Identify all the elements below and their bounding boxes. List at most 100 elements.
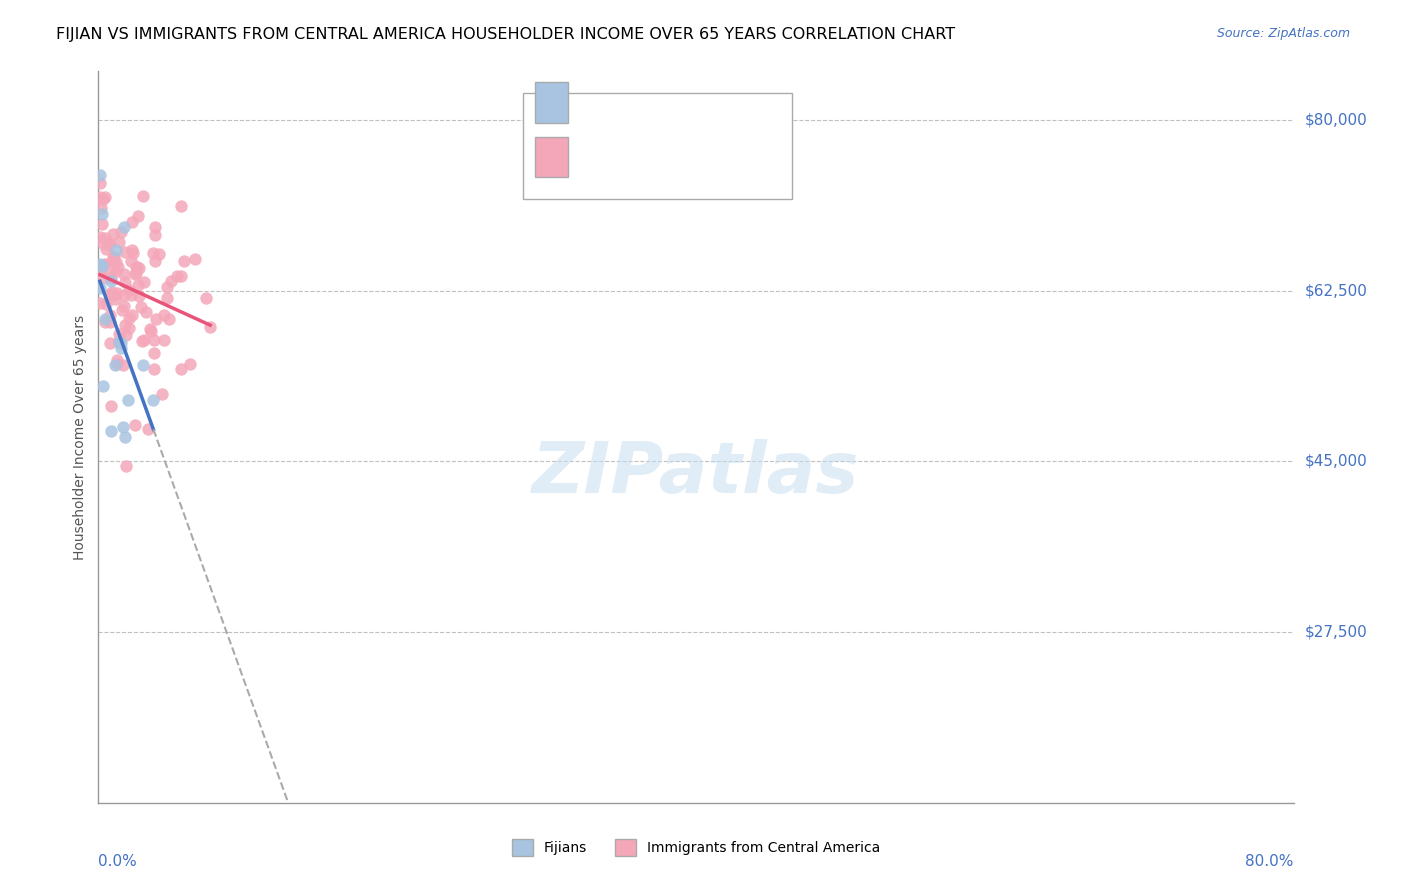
Point — [89, 230, 111, 244]
Point — [150, 387, 173, 401]
Point — [90, 201, 112, 215]
Point — [112, 267, 135, 281]
Text: 0.0%: 0.0% — [98, 854, 138, 869]
Point — [124, 417, 146, 432]
Point — [128, 289, 150, 303]
Text: $80,000: $80,000 — [1305, 112, 1368, 128]
Point — [152, 333, 174, 347]
Point — [143, 254, 166, 268]
Point — [120, 253, 142, 268]
Point — [120, 287, 142, 301]
Point — [89, 296, 111, 310]
Point — [110, 336, 132, 351]
Point — [143, 361, 166, 376]
Point — [100, 274, 122, 288]
Point — [184, 252, 207, 267]
Point — [90, 217, 112, 231]
Point — [143, 227, 166, 242]
Point — [100, 424, 122, 438]
Point — [89, 281, 111, 295]
Point — [132, 276, 155, 290]
Point — [139, 322, 162, 336]
Point — [89, 176, 111, 190]
Point — [108, 235, 131, 250]
FancyBboxPatch shape — [534, 82, 568, 122]
Point — [117, 392, 139, 407]
Text: Source: ZipAtlas.com: Source: ZipAtlas.com — [1216, 27, 1350, 40]
Y-axis label: Householder Income Over 65 years: Householder Income Over 65 years — [73, 315, 87, 559]
Legend: Fijians, Immigrants from Central America: Fijians, Immigrants from Central America — [506, 834, 886, 862]
Point — [114, 275, 136, 289]
Point — [142, 392, 165, 407]
Point — [132, 358, 155, 372]
Text: 80.0%: 80.0% — [1246, 854, 1294, 869]
Point — [90, 207, 112, 221]
Point — [94, 190, 117, 204]
Point — [103, 287, 125, 301]
Point — [121, 308, 143, 322]
Point — [118, 283, 141, 297]
Point — [93, 311, 115, 326]
Point — [145, 312, 167, 326]
Point — [105, 263, 128, 277]
Point — [114, 328, 136, 343]
Point — [105, 243, 128, 257]
Point — [195, 291, 218, 305]
Point — [155, 291, 177, 305]
Point — [173, 254, 195, 268]
Point — [112, 288, 135, 302]
Point — [118, 310, 141, 325]
Point — [100, 255, 122, 269]
Point — [94, 242, 117, 256]
Point — [100, 399, 122, 413]
Point — [104, 292, 127, 306]
Point — [110, 303, 132, 318]
Point — [98, 308, 121, 322]
Point — [121, 215, 143, 229]
Point — [142, 246, 165, 260]
Point — [91, 192, 114, 206]
Point — [103, 227, 125, 241]
Point — [101, 285, 124, 299]
Point — [152, 308, 174, 322]
Point — [100, 270, 122, 285]
Point — [142, 346, 165, 360]
Point — [98, 335, 121, 350]
Point — [127, 209, 149, 223]
Point — [94, 256, 117, 270]
Point — [105, 353, 128, 368]
Point — [145, 220, 167, 235]
Point — [139, 324, 162, 338]
Point — [98, 316, 121, 330]
Point — [124, 260, 146, 274]
Point — [101, 250, 124, 264]
Point — [170, 362, 193, 376]
Point — [112, 299, 135, 313]
Point — [157, 311, 180, 326]
Point — [118, 320, 141, 334]
Point — [148, 247, 170, 261]
Point — [132, 189, 155, 203]
Point — [110, 225, 132, 239]
Point — [110, 342, 132, 356]
Point — [112, 220, 135, 235]
Point — [91, 270, 114, 285]
Point — [108, 326, 131, 341]
Point — [103, 250, 125, 264]
Point — [198, 320, 221, 334]
Point — [122, 246, 145, 260]
Text: R = -0.581    N =  20: R = -0.581 N = 20 — [581, 93, 769, 112]
Point — [114, 429, 136, 443]
Text: FIJIAN VS IMMIGRANTS FROM CENTRAL AMERICA HOUSEHOLDER INCOME OVER 65 YEARS CORRE: FIJIAN VS IMMIGRANTS FROM CENTRAL AMERIC… — [56, 27, 955, 42]
Text: ZIPatlas: ZIPatlas — [533, 439, 859, 508]
Point — [131, 334, 153, 348]
Point — [107, 260, 129, 274]
Point — [114, 244, 136, 259]
Point — [98, 238, 121, 252]
Point — [111, 358, 134, 372]
Point — [166, 269, 188, 284]
Point — [129, 301, 152, 315]
Point — [127, 260, 149, 274]
Point — [156, 280, 179, 294]
Point — [89, 168, 111, 182]
